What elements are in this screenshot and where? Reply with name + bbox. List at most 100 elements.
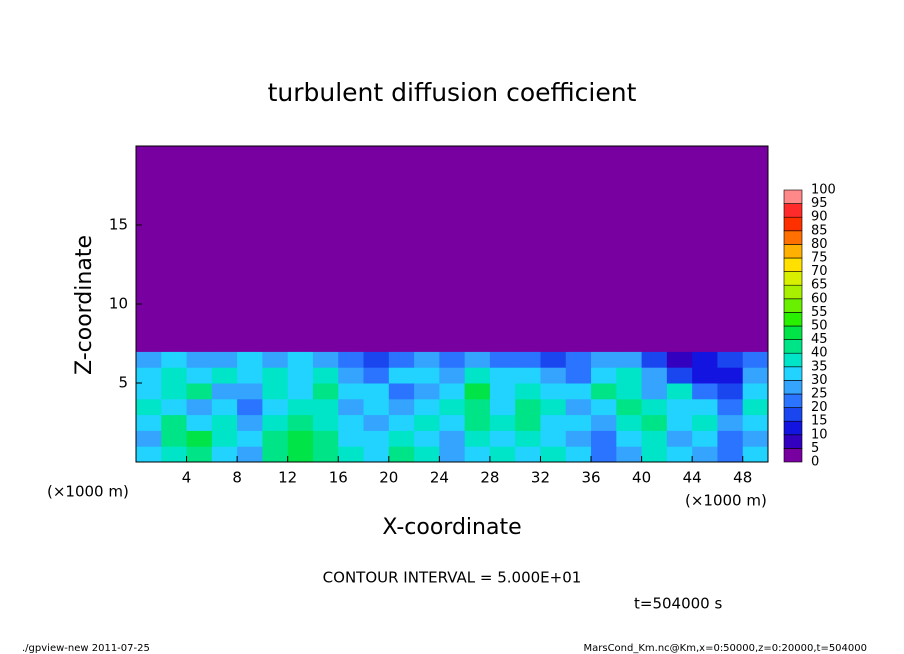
heatmap-cell (692, 146, 718, 352)
heatmap-cell (464, 383, 491, 400)
heatmap-cell (388, 383, 415, 400)
heatmap-cell (211, 351, 238, 368)
heatmap-cell (338, 398, 365, 416)
heatmap-cell (388, 446, 415, 463)
heatmap-cell (439, 351, 466, 368)
colorbar-swatch (783, 393, 803, 408)
y-axis-label: Z-coordinate (72, 235, 97, 375)
heatmap-cell (515, 146, 541, 352)
colorbar-label: 100 (811, 183, 836, 198)
heatmap-cell (237, 430, 263, 447)
heatmap-cell (414, 367, 440, 384)
heatmap-cell (211, 414, 238, 431)
heatmap-cell (363, 383, 390, 400)
colorbar-label: 60 (811, 291, 828, 306)
heatmap-cell (717, 446, 744, 463)
heatmap-cell (287, 430, 314, 447)
colorbar-label: 0 (811, 455, 819, 470)
colorbar-swatch (783, 284, 803, 300)
heatmap-cell (717, 383, 744, 400)
heatmap-cell (515, 367, 541, 384)
x-tick-label: 16 (329, 469, 348, 487)
colorbar-label: 55 (811, 305, 828, 320)
heatmap-cell (540, 146, 567, 352)
heatmap-cell (161, 351, 188, 368)
heatmap-cell (186, 367, 213, 384)
heatmap-cell (616, 146, 643, 352)
heatmap-cell (211, 146, 238, 352)
heatmap-cell (565, 367, 592, 384)
heatmap-cell (641, 430, 668, 447)
heatmap-cell (363, 446, 390, 463)
heatmap-cell (186, 383, 213, 400)
heatmap-cell (186, 430, 213, 447)
heatmap-cell (287, 414, 314, 431)
heatmap-cell (565, 146, 592, 352)
heatmap-cell (742, 367, 769, 384)
heatmap-cell (565, 414, 592, 431)
heatmap-cell (616, 430, 643, 447)
colorbar-label: 75 (811, 251, 828, 266)
heatmap-cell (692, 351, 718, 368)
heatmap-cell (641, 351, 668, 368)
heatmap-cell (312, 146, 339, 352)
heatmap-cell (666, 146, 693, 352)
heatmap-cell (161, 430, 188, 447)
colorbar-label: 40 (811, 346, 828, 361)
heatmap-cell (237, 446, 263, 463)
heatmap-cell (338, 414, 365, 431)
heatmap-cell (439, 430, 466, 447)
colorbar-swatch (783, 420, 803, 436)
heatmap-cell (211, 367, 238, 384)
heatmap-cell (641, 398, 668, 416)
heatmap-cell (338, 383, 365, 400)
heatmap-cell (363, 351, 390, 368)
heatmap-cell (692, 383, 718, 400)
heatmap-cell (136, 367, 162, 384)
colorbar-swatch (783, 298, 803, 313)
heatmap-cell (591, 383, 617, 400)
heatmap-cell (515, 430, 541, 447)
heatmap-cell (692, 367, 718, 384)
colorbar-label: 65 (811, 278, 828, 293)
colorbar-swatch (783, 189, 803, 204)
colorbar-swatch (783, 216, 803, 232)
colorbar-swatch (783, 407, 803, 422)
heatmap-cell (515, 351, 541, 368)
heatmap-cell (211, 430, 238, 447)
colorbar-swatch (783, 203, 803, 218)
heatmap-cell (489, 367, 516, 384)
colorbar-swatch (783, 339, 803, 354)
heatmap-cell (515, 446, 541, 463)
x-tick-label: 44 (683, 469, 702, 487)
heatmap-cell (161, 398, 188, 416)
colorbar-swatch (783, 271, 803, 286)
colorbar-label: 50 (811, 319, 828, 334)
heatmap-cell (692, 414, 718, 431)
heatmap-cell (666, 383, 693, 400)
heatmap-cell (161, 383, 188, 400)
heatmap-cell (312, 351, 339, 368)
heatmap-cell (616, 367, 643, 384)
colorbar-swatch (783, 434, 803, 449)
heatmap-cell (287, 367, 314, 384)
heatmap-cell (464, 446, 491, 463)
heatmap-cell (414, 398, 440, 416)
heatmap-cell (363, 367, 390, 384)
heatmap-cell (616, 414, 643, 431)
heatmap-cell (565, 398, 592, 416)
colorbar-label: 95 (811, 196, 828, 211)
heatmap-cell (414, 383, 440, 400)
heatmap-cell (489, 383, 516, 400)
heatmap-cell (388, 146, 415, 352)
heatmap-cell (414, 446, 440, 463)
heatmap-cell (464, 367, 491, 384)
heatmap-cell (666, 430, 693, 447)
heatmap-cell (616, 446, 643, 463)
heatmap-cell (565, 351, 592, 368)
colorbar-swatch (783, 244, 803, 259)
heatmap-cell (489, 446, 516, 463)
heatmap-cell (616, 351, 643, 368)
heatmap-cell (136, 383, 162, 400)
